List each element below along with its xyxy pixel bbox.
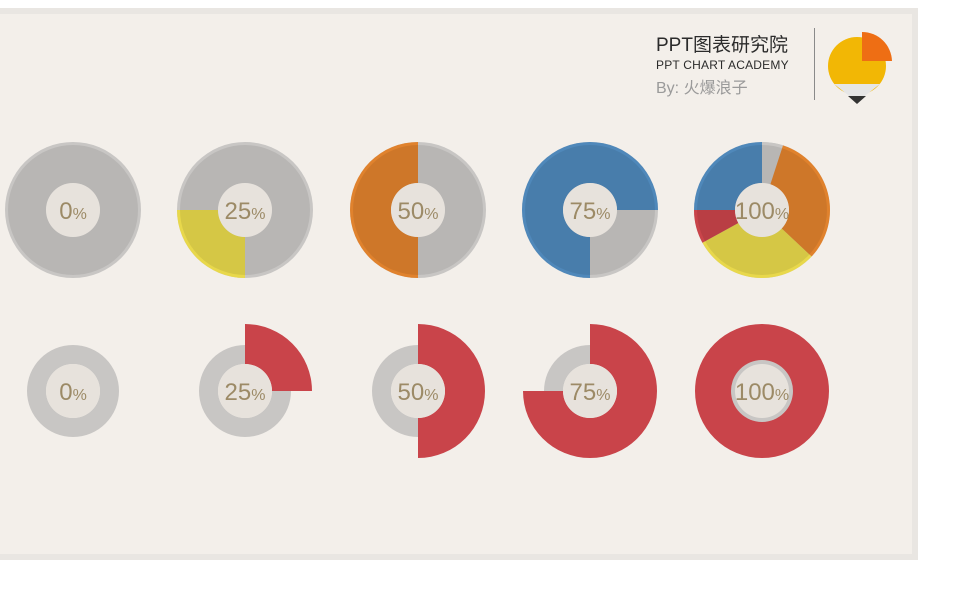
donut-segment — [350, 142, 418, 278]
pie-pencil-icon — [828, 31, 892, 104]
donut-inner-shade — [525, 145, 655, 275]
donut-hole — [563, 183, 617, 237]
percent-label: 0% — [59, 379, 87, 406]
brand-subtitle: PPT CHART ACADEMY — [656, 58, 789, 72]
brand-title: PPT图表研究院 — [656, 35, 788, 56]
progress-segment — [418, 324, 485, 458]
donut-hole — [563, 364, 617, 418]
brand-header: PPT图表研究院 PPT CHART ACADEMY By: 火爆浪子 — [656, 28, 896, 105]
donut-chart-row1-0: 0% — [5, 142, 141, 278]
percent-label: 50% — [398, 379, 439, 406]
percent-label: 75% — [570, 198, 611, 225]
donut-chart-row2-50: 50% — [372, 324, 485, 458]
donut-hole — [735, 183, 789, 237]
donut-track — [199, 345, 291, 437]
percent-label: 100% — [735, 198, 789, 225]
donut-inner-shade — [180, 145, 310, 275]
percent-unit: % — [775, 206, 789, 223]
percent-label: 0% — [59, 198, 87, 225]
donut-segment — [694, 210, 739, 243]
percent-unit: % — [424, 387, 438, 404]
donut-chart-row1-50: 50% — [350, 142, 486, 278]
donut-hole — [46, 364, 100, 418]
donut-track — [372, 345, 418, 437]
percent-value: 50 — [398, 198, 425, 225]
donut-inner-shade — [8, 145, 138, 275]
percent-label: 25% — [225, 379, 266, 406]
percent-unit: % — [251, 206, 265, 223]
donut-segment — [522, 142, 658, 278]
donut-chart-row2-0: 0% — [27, 345, 119, 437]
donut-hole — [735, 364, 789, 418]
percent-unit: % — [596, 206, 610, 223]
percent-unit: % — [775, 387, 789, 404]
donut-chart-row2-75: 75% — [523, 324, 657, 458]
donut-chart-row2-100: 100% — [695, 324, 829, 458]
percent-value: 25 — [225, 379, 252, 406]
donut-segment — [762, 142, 784, 185]
percent-label: 100% — [735, 379, 789, 406]
donut-inner-shade — [353, 145, 483, 275]
percent-label: 50% — [398, 198, 439, 225]
slide-card — [0, 8, 918, 560]
progress-segment — [245, 324, 312, 391]
percent-value: 0 — [59, 379, 72, 406]
donut-hole — [218, 183, 272, 237]
percent-value: 100 — [735, 198, 775, 225]
donut-track — [544, 345, 590, 391]
percent-unit: % — [73, 206, 87, 223]
percent-value: 0 — [59, 198, 72, 225]
percent-label: 75% — [570, 379, 611, 406]
donut-track — [27, 345, 119, 437]
donut-hole — [391, 364, 445, 418]
percent-label: 25% — [225, 198, 266, 225]
percent-unit: % — [73, 387, 87, 404]
progress-segment — [523, 324, 657, 458]
percent-unit: % — [424, 206, 438, 223]
donut-hole — [46, 183, 100, 237]
donut-chart-row1-25: 25% — [177, 142, 313, 278]
donut-inner-shade — [697, 145, 827, 275]
brand-divider — [814, 28, 815, 100]
percent-value: 75 — [570, 198, 597, 225]
percent-value: 50 — [398, 379, 425, 406]
donut-segment — [694, 142, 762, 210]
donut-segment — [770, 145, 831, 257]
donut-hole — [391, 183, 445, 237]
percent-value: 75 — [570, 379, 597, 406]
brand-byline: By: 火爆浪子 — [656, 80, 748, 97]
progress-segment — [695, 324, 829, 458]
donut-hole — [218, 364, 272, 418]
percent-value: 25 — [225, 198, 252, 225]
donut-chart-row2-25: 25% — [199, 324, 312, 437]
percent-unit: % — [596, 387, 610, 404]
donut-segment — [177, 210, 245, 278]
donut-chart-row1-100: 100% — [694, 142, 831, 279]
percent-value: 100 — [735, 379, 775, 406]
donut-segment — [702, 223, 812, 279]
donut-chart-row1-75: 75% — [522, 142, 658, 278]
percent-unit: % — [251, 387, 265, 404]
